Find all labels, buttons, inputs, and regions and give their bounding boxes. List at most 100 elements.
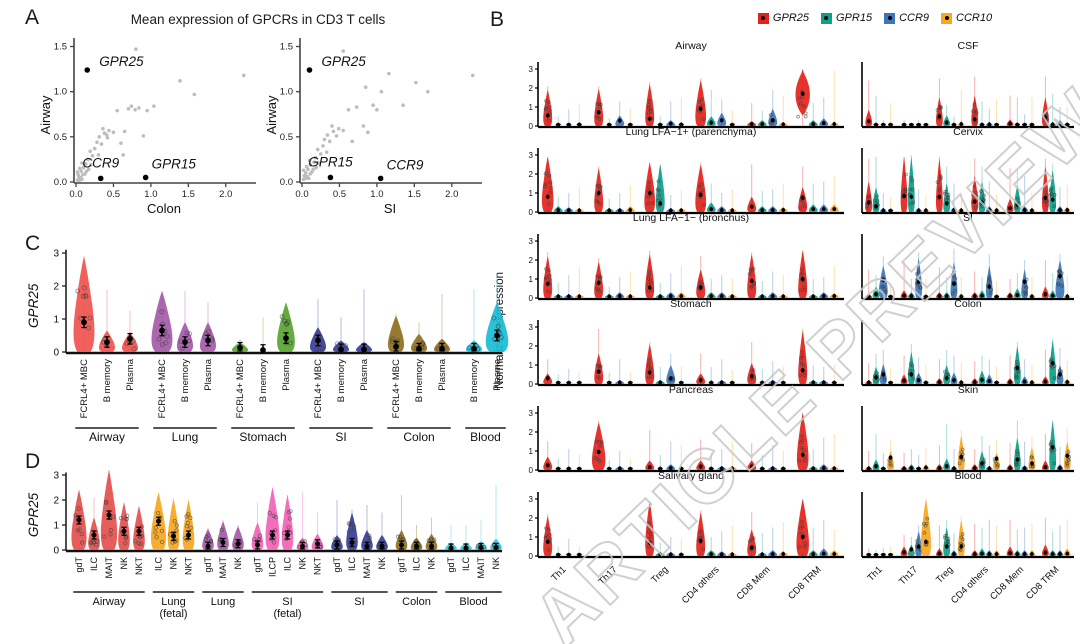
svg-text:2: 2	[529, 514, 534, 523]
svg-text:CCR9: CCR9	[82, 155, 119, 170]
svg-text:gdT: gdT	[253, 557, 263, 573]
svg-text:GPR15: GPR15	[152, 156, 197, 171]
svg-text:SI: SI	[384, 201, 396, 216]
svg-text:0: 0	[529, 294, 534, 303]
svg-text:0: 0	[53, 348, 59, 359]
svg-text:NKT: NKT	[134, 556, 144, 575]
svg-text:FCRL4+ MBC: FCRL4+ MBC	[235, 359, 246, 419]
svg-text:NK: NK	[169, 557, 179, 570]
svg-text:ILC: ILC	[283, 557, 293, 572]
svg-text:Colon: Colon	[403, 430, 434, 444]
svg-text:Colon: Colon	[402, 596, 431, 608]
svg-text:ILC: ILC	[461, 557, 471, 572]
panel-c-label: C	[25, 232, 41, 255]
svg-text:MAIT: MAIT	[476, 556, 486, 578]
legend-label: CCR9	[899, 12, 930, 24]
svg-text:(fetal): (fetal)	[159, 608, 187, 620]
svg-text:FCRL4+ MBC: FCRL4+ MBC	[157, 359, 168, 419]
svg-text:CD4 others: CD4 others	[680, 564, 722, 606]
scatter-colon: 0.0 0.5 1.0 1.5 2.00.00.51.01.5ColonAirwayGP…	[38, 38, 256, 216]
svg-text:Stomach: Stomach	[670, 298, 712, 310]
legend-label: GPR25	[772, 12, 809, 24]
panel-a-title: Mean expression of GPCRs in CD3 T cells	[130, 12, 386, 27]
svg-text:3: 3	[529, 151, 534, 160]
svg-text:NKT: NKT	[184, 556, 194, 575]
svg-text:SI: SI	[354, 596, 364, 608]
svg-text:Salivary gland: Salivary gland	[658, 470, 724, 482]
svg-text:ILC: ILC	[347, 557, 357, 572]
svg-text:NK: NK	[377, 557, 387, 570]
svg-text:Treg: Treg	[934, 564, 955, 585]
violin-subplot-csf: CSF	[861, 40, 1074, 129]
svg-text:CD8 TRM: CD8 TRM	[1024, 564, 1062, 602]
svg-text:B memory: B memory	[102, 359, 113, 403]
svg-text:Airway: Airway	[264, 95, 279, 135]
svg-text:1.0: 1.0	[144, 189, 157, 200]
svg-text:Lung: Lung	[161, 596, 185, 608]
svg-text:Plasma: Plasma	[125, 358, 136, 390]
svg-text:0: 0	[529, 208, 534, 217]
svg-text:3: 3	[53, 249, 59, 260]
svg-text:1.5: 1.5	[54, 42, 67, 53]
svg-text:ILC: ILC	[412, 557, 422, 572]
svg-text:Blood: Blood	[955, 470, 982, 482]
svg-text:Airway: Airway	[38, 95, 53, 135]
svg-text:(fetal): (fetal)	[273, 608, 301, 620]
svg-text:0.0: 0.0	[295, 189, 308, 200]
legend-swatch-icon	[757, 12, 769, 24]
svg-text:0.0: 0.0	[280, 177, 293, 188]
svg-text:NK: NK	[298, 557, 308, 570]
violin-subplot-stomach: Stomach 0 1 2 3	[529, 298, 844, 389]
svg-text:NK: NK	[491, 557, 501, 570]
svg-text:NKT: NKT	[313, 556, 323, 575]
svg-text:1.5: 1.5	[408, 189, 421, 200]
svg-text:gdT: gdT	[203, 557, 213, 573]
svg-text:Airway: Airway	[89, 430, 125, 444]
svg-text:GPR25: GPR25	[99, 54, 144, 69]
svg-text:Plasma: Plasma	[492, 358, 503, 390]
svg-text:Airway: Airway	[675, 40, 707, 52]
legend-label: GPR15	[835, 12, 873, 24]
svg-text:1: 1	[53, 521, 59, 532]
svg-text:Pancreas: Pancreas	[669, 384, 713, 396]
svg-text:3: 3	[529, 495, 534, 504]
svg-text:CD8 TRM: CD8 TRM	[786, 564, 824, 602]
svg-text:SI: SI	[335, 430, 346, 444]
svg-text:0.0: 0.0	[69, 189, 82, 200]
legend-label: CCR10	[956, 12, 993, 24]
svg-text:0: 0	[529, 380, 534, 389]
svg-text:ILC: ILC	[154, 557, 164, 572]
b-x-axis-labels-col0: Th1 Th17 Treg CD4 others CD8 Mem CD8 TRM	[549, 564, 824, 606]
svg-text:0.5: 0.5	[107, 189, 120, 200]
svg-text:3: 3	[529, 65, 534, 74]
svg-text:Lung: Lung	[211, 596, 235, 608]
violin-subplot-pancreas: Pancreas 0 1 2 3	[529, 384, 844, 475]
svg-text:ILC: ILC	[89, 557, 99, 572]
violin-subplot-blood: Blood	[861, 470, 1074, 559]
svg-text:1: 1	[529, 361, 534, 370]
svg-text:2.0: 2.0	[445, 189, 458, 200]
svg-text:GPR25: GPR25	[26, 283, 41, 328]
svg-text:NK: NK	[427, 557, 437, 570]
svg-text:Lung LFA−1+ (parenchyma): Lung LFA−1+ (parenchyma)	[626, 126, 757, 138]
svg-text:Stomach: Stomach	[239, 430, 286, 444]
svg-text:2: 2	[529, 342, 534, 351]
violin-subplot-skin: Skin	[861, 384, 1074, 473]
svg-text:Cervix: Cervix	[953, 126, 984, 138]
svg-text:Skin: Skin	[958, 384, 979, 396]
svg-text:1.0: 1.0	[280, 87, 293, 98]
svg-text:FCRL4+ MBC: FCRL4+ MBC	[391, 359, 402, 419]
gene-legend: GPR25 GPR15 CCR9 CCR10	[660, 12, 1080, 24]
svg-text:Th1: Th1	[865, 564, 884, 583]
svg-text:B memory: B memory	[180, 359, 191, 403]
svg-text:Th17: Th17	[897, 564, 920, 587]
svg-text:3: 3	[53, 471, 59, 482]
svg-text:Plasma: Plasma	[437, 358, 448, 390]
svg-text:1.0: 1.0	[370, 189, 383, 200]
svg-text:SI: SI	[963, 212, 973, 224]
svg-text:FCRL4+ MBC: FCRL4+ MBC	[313, 359, 324, 419]
svg-text:1: 1	[529, 533, 534, 542]
violin-subplot-airway: Airway 0 1 2 3	[529, 40, 844, 131]
svg-text:1: 1	[529, 447, 534, 456]
